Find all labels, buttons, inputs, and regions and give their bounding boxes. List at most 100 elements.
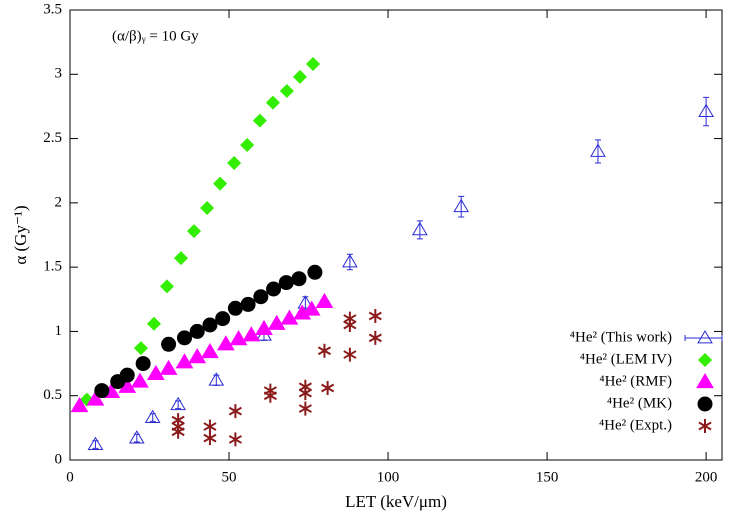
marker <box>131 372 149 388</box>
y-tick-label: 3.5 <box>43 1 62 17</box>
marker <box>343 318 357 332</box>
marker <box>133 341 148 356</box>
marker <box>228 432 242 447</box>
error-bar <box>703 96 710 127</box>
marker <box>253 289 269 305</box>
legend-marker <box>698 419 712 433</box>
marker <box>263 388 277 403</box>
marker <box>160 279 175 294</box>
y-tick-label: 0.5 <box>43 387 62 403</box>
x-tick-label: 100 <box>377 469 400 485</box>
marker <box>189 323 205 339</box>
marker <box>368 330 382 345</box>
marker <box>94 383 110 399</box>
marker <box>315 292 334 308</box>
y-tick-label: 2 <box>55 194 63 210</box>
marker <box>87 436 104 450</box>
marker <box>279 84 294 98</box>
marker <box>298 401 312 416</box>
marker <box>213 176 228 191</box>
marker <box>305 57 320 71</box>
marker <box>265 95 280 110</box>
marker <box>187 224 202 239</box>
legend-marker <box>696 373 714 389</box>
x-tick-label: 0 <box>66 469 74 485</box>
error-bar <box>416 220 423 240</box>
y-tick-label: 2.5 <box>43 130 62 146</box>
plot-frame <box>69 9 723 461</box>
marker <box>208 372 225 386</box>
marker <box>343 347 357 362</box>
marker <box>70 397 89 413</box>
legend-errorbar <box>684 335 723 341</box>
legend-marker <box>698 353 712 367</box>
legend-marker <box>697 330 713 344</box>
marker <box>698 103 714 117</box>
marker <box>175 353 194 369</box>
marker <box>292 69 307 84</box>
marker <box>321 381 335 395</box>
y-axis-label: α (Gy⁻¹) <box>11 205 30 264</box>
marker <box>342 254 358 268</box>
marker <box>229 330 248 346</box>
x-tick-label: 50 <box>222 469 237 485</box>
marker <box>202 317 218 333</box>
marker <box>252 113 267 128</box>
marker <box>317 343 332 358</box>
x-axis-label: LET (keV/μm) <box>345 492 447 511</box>
marker <box>216 335 235 351</box>
marker <box>119 367 135 383</box>
marker <box>291 271 307 287</box>
legend-label: ⁴He² (RMF) <box>599 373 672 389</box>
y-tick-label: 0 <box>55 451 63 467</box>
marker <box>200 201 215 215</box>
marker <box>146 364 165 380</box>
marker <box>173 251 188 266</box>
marker <box>266 281 282 297</box>
marker <box>128 430 145 444</box>
legend-label: ⁴He² (This work) <box>570 329 672 345</box>
marker <box>227 300 243 316</box>
marker <box>171 424 185 439</box>
legend-label: ⁴He² (Expt.) <box>599 417 672 433</box>
marker <box>159 359 178 375</box>
marker <box>228 404 242 419</box>
annotation: (α/β)ᵧ = 10 Gy <box>112 28 199 44</box>
legend-marker <box>697 396 713 412</box>
marker <box>227 156 242 170</box>
marker <box>267 314 286 330</box>
legend-label: ⁴He² (MK) <box>607 395 672 411</box>
marker <box>135 356 151 372</box>
marker <box>240 296 256 312</box>
y-tick-label: 1.5 <box>43 259 62 275</box>
x-tick-label: 200 <box>695 469 718 485</box>
marker <box>146 316 161 331</box>
marker <box>176 330 192 346</box>
marker <box>411 221 428 236</box>
marker <box>203 431 217 446</box>
marker <box>278 275 294 291</box>
error-bar <box>594 139 601 164</box>
marker <box>368 309 382 323</box>
marker <box>170 396 187 411</box>
marker <box>297 295 314 309</box>
marker <box>307 264 323 280</box>
legend-label: ⁴He² (LEM IV) <box>580 351 672 367</box>
marker <box>255 319 273 335</box>
marker <box>590 143 606 157</box>
marker <box>302 300 321 316</box>
y-tick-label: 1 <box>55 323 63 339</box>
marker <box>215 311 231 327</box>
marker <box>144 409 161 423</box>
marker <box>86 390 105 406</box>
marker <box>280 309 299 325</box>
marker <box>242 326 261 342</box>
marker <box>188 348 207 364</box>
y-tick-label: 3 <box>55 66 63 82</box>
marker <box>240 138 255 152</box>
marker <box>161 336 177 352</box>
marker <box>298 386 312 401</box>
marker <box>453 198 470 213</box>
marker <box>201 343 219 359</box>
